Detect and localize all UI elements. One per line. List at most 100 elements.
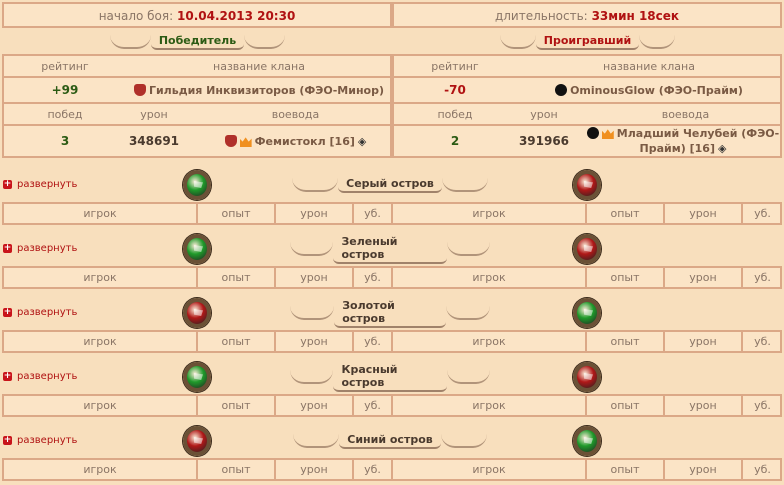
column-header[interactable]: игрок — [4, 332, 198, 351]
island-players-table: игрок опыт урон уб. игрок опыт урон уб. — [2, 458, 782, 481]
green-flag-icon — [183, 234, 211, 264]
column-header[interactable]: уб. — [754, 271, 771, 284]
expand-button[interactable]: + развернуть — [3, 307, 77, 318]
duration-label: длительность: — [494, 9, 588, 23]
column-header[interactable]: уб. — [354, 332, 393, 351]
red-flag-icon — [573, 170, 601, 200]
column-header[interactable]: урон — [276, 204, 354, 223]
column-header[interactable]: опыт — [587, 332, 665, 351]
expand-label[interactable]: развернуть — [17, 179, 78, 190]
column-header[interactable]: урон — [665, 460, 743, 479]
column-header[interactable]: уб. — [754, 207, 771, 220]
expand-label[interactable]: развернуть — [17, 307, 78, 318]
island-players-table: игрок опыт урон уб. игрок опыт урон уб. — [2, 394, 782, 417]
column-header[interactable]: игрок — [4, 396, 198, 415]
column-header[interactable]: урон — [665, 332, 743, 351]
column-header[interactable]: уб. — [754, 335, 771, 348]
winner-clan[interactable]: Гильдия Инквизиторов (ФЭО-Минор) — [126, 78, 392, 102]
column-header[interactable]: игрок — [4, 268, 198, 287]
ornament-icon — [110, 35, 151, 49]
wins-header: побед — [437, 107, 473, 121]
column-header[interactable]: опыт — [198, 204, 276, 223]
winner-leader[interactable]: Фемистокл [16] ◈ — [199, 126, 392, 156]
expand-button[interactable]: + развернуть — [3, 371, 77, 382]
column-header[interactable]: опыт — [198, 268, 276, 287]
island-name: Зеленый остров — [333, 235, 447, 264]
expand-button[interactable]: + развернуть — [3, 179, 77, 190]
column-header[interactable]: опыт — [198, 332, 276, 351]
ornament-icon — [446, 242, 491, 256]
column-header[interactable]: игрок — [4, 460, 198, 479]
ornament-icon — [290, 370, 334, 384]
column-header[interactable]: уб. — [754, 463, 771, 476]
column-header[interactable]: урон — [665, 204, 743, 223]
island-name: Серый остров — [338, 177, 442, 193]
column-header[interactable]: уб. — [354, 396, 393, 415]
expand-button[interactable]: + развернуть — [3, 243, 77, 254]
ornament-icon — [290, 306, 335, 320]
column-header[interactable]: урон — [276, 396, 354, 415]
column-header[interactable]: опыт — [198, 396, 276, 415]
column-header[interactable]: уб. — [754, 399, 771, 412]
column-header[interactable]: опыт — [587, 268, 665, 287]
column-header[interactable]: уб. — [354, 204, 393, 223]
expand-label[interactable]: развернуть — [17, 371, 78, 382]
island-title: Синий остров — [290, 430, 490, 452]
column-header[interactable]: игрок — [393, 332, 587, 351]
expand-label[interactable]: развернуть — [17, 435, 78, 446]
ornament-icon — [441, 178, 488, 192]
column-header[interactable]: опыт — [587, 460, 665, 479]
column-header[interactable]: опыт — [198, 460, 276, 479]
column-header[interactable]: уб. — [354, 460, 393, 479]
clan-emblem-icon — [586, 127, 599, 139]
column-header[interactable]: игрок — [4, 204, 198, 223]
column-header[interactable]: игрок — [393, 204, 587, 223]
leader-header: воевода — [271, 107, 320, 121]
winner-clan-link[interactable]: Гильдия Инквизиторов (ФЭО-Минор) — [148, 83, 385, 97]
winner-leader-link[interactable]: Фемистокл [16] — [254, 134, 355, 148]
loser-leader[interactable]: Младший Челубей (ФЭО-Прайм) [16] ◈ — [584, 126, 782, 156]
rating-header: рейтинг — [431, 59, 479, 73]
loser-rating: -70 — [444, 83, 466, 97]
column-header[interactable]: урон — [276, 332, 354, 351]
column-header[interactable]: игрок — [393, 396, 587, 415]
duration-value: 33мин 18сек — [591, 9, 680, 23]
island-title: Серый остров — [290, 174, 490, 196]
column-header[interactable]: урон — [665, 396, 743, 415]
column-header[interactable]: урон — [276, 268, 354, 287]
clan-header: название клана — [213, 59, 305, 73]
column-header[interactable]: урон — [276, 460, 354, 479]
column-header[interactable]: урон — [665, 268, 743, 287]
island-title: Зеленый остров — [290, 235, 491, 264]
crown-icon — [601, 129, 614, 139]
clan-emblem-icon — [133, 84, 146, 96]
expand-button[interactable]: + развернуть — [3, 435, 77, 446]
loser-clan-link[interactable]: OminousGlow (ФЭО-Прайм) — [570, 83, 743, 97]
island-title: Золотой остров — [290, 299, 490, 328]
plus-icon: + — [3, 371, 12, 381]
damage-header: урон — [530, 107, 558, 121]
column-header[interactable]: опыт — [587, 204, 665, 223]
plus-icon: + — [3, 435, 12, 445]
ornament-icon — [639, 35, 675, 49]
green-flag-icon — [573, 298, 601, 328]
expand-label[interactable]: развернуть — [17, 243, 78, 254]
island-name: Золотой остров — [334, 299, 446, 328]
green-flag-icon — [573, 426, 601, 456]
loser-clan[interactable]: OminousGlow (ФЭО-Прайм) — [516, 78, 782, 102]
column-header[interactable]: опыт — [587, 396, 665, 415]
column-header[interactable]: уб. — [354, 268, 393, 287]
battle-start: начало боя: 10.04.2013 20:30 — [2, 2, 392, 28]
column-header[interactable]: игрок — [393, 460, 587, 479]
loser-leader-link[interactable]: Младший Челубей (ФЭО-Прайм) [16] — [616, 127, 780, 155]
winner-wins: 3 — [60, 134, 70, 148]
info-icon[interactable]: ◈ — [357, 134, 367, 148]
info-icon[interactable]: ◈ — [717, 142, 727, 155]
column-header[interactable]: игрок — [393, 268, 587, 287]
island-players-table: игрок опыт урон уб. игрок опыт урон уб. — [2, 202, 782, 225]
leader-header: воевода — [661, 107, 710, 121]
island-players-table: игрок опыт урон уб. игрок опыт урон уб. — [2, 266, 782, 289]
loser-stats-table: побед урон воевода 2 391966 Младший Челу… — [392, 102, 782, 158]
island-name: Красный остров — [333, 363, 447, 392]
ornament-icon — [440, 434, 487, 448]
